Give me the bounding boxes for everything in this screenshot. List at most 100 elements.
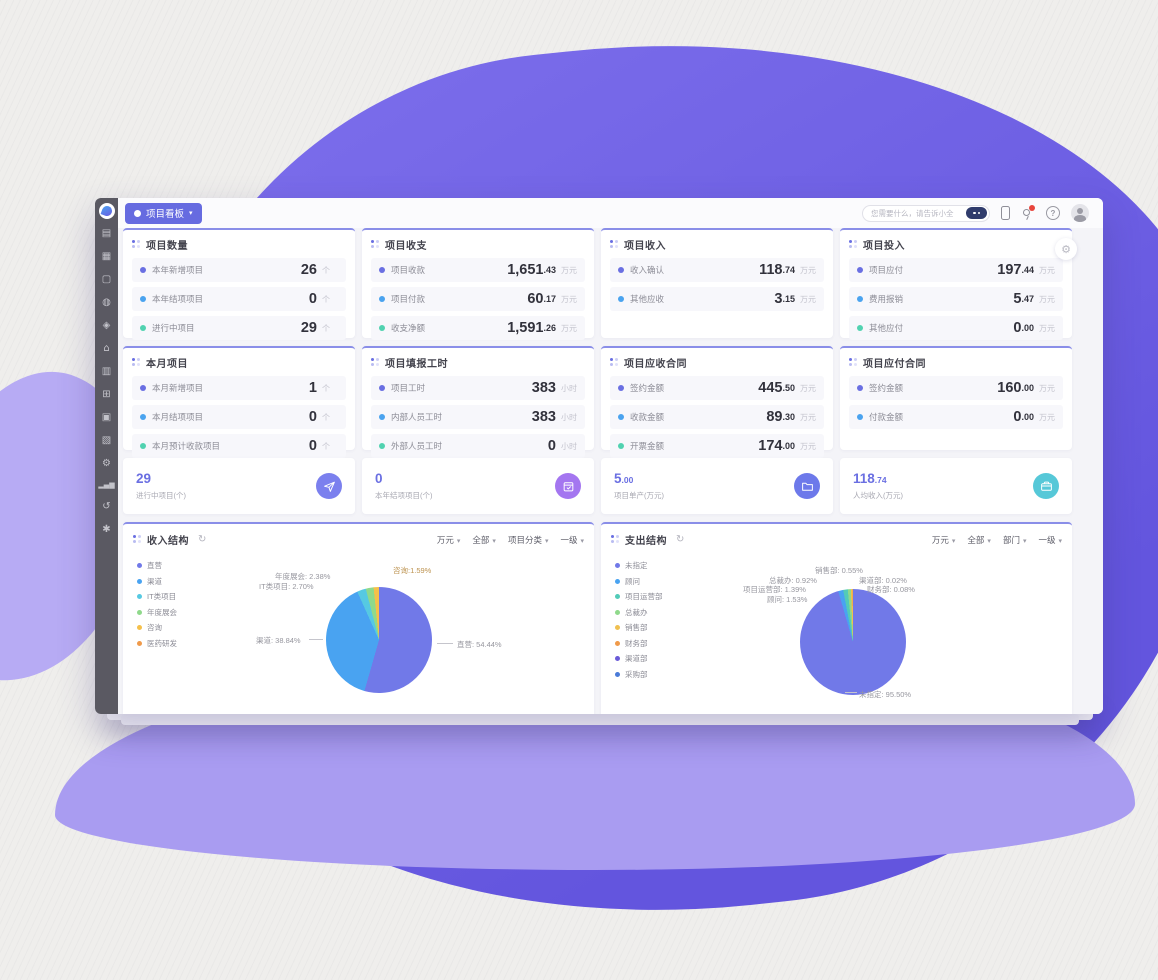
document-icon[interactable]: ▧ [101, 435, 112, 446]
tools-icon[interactable]: ✱ [102, 524, 111, 535]
mobile-app-icon[interactable] [1001, 206, 1010, 220]
stat-row: 签约金额 160.00 万元 [849, 376, 1063, 400]
stat-unit: 万元 [800, 383, 816, 393]
app-logo[interactable] [98, 203, 115, 219]
paper-plane-icon[interactable] [316, 473, 342, 499]
stat-value: 1,591 [507, 320, 544, 336]
legend-item[interactable]: 直营 [137, 560, 177, 571]
legend-item[interactable]: 顾问 [615, 576, 663, 587]
legend-item[interactable]: 渠道 [137, 576, 177, 587]
filter-level-dropdown[interactable]: 一级 [1038, 534, 1062, 546]
legend-item[interactable]: 年度展会 [137, 607, 177, 618]
filter-department-dropdown[interactable]: 部门 [1003, 534, 1027, 546]
briefcase-icon[interactable]: ▥ [101, 366, 112, 377]
pie-label: 销售部: 0.55% [815, 566, 863, 575]
window-icon[interactable]: ▢ [101, 274, 112, 285]
gear-icon[interactable]: ⚙ [102, 458, 111, 469]
home-icon[interactable]: ⌂ [103, 343, 110, 354]
filter-level-dropdown[interactable]: 一级 [560, 534, 584, 546]
chart-title: 支出结构 [625, 536, 667, 547]
filter-scope-dropdown[interactable]: 全部 [967, 534, 991, 546]
stat-row-2: 本月项目 本月新增项目 1 个 本月结项项目 0 个 本月预计收款项目 0 个 项目填报工时… [123, 346, 1072, 458]
chart-filters: 万元 全部 部门 一级 [932, 534, 1062, 546]
stat-row: 开票金额 174.00 万元 [610, 434, 824, 458]
assistant-robot-icon[interactable] [966, 207, 987, 219]
notification-pin-icon[interactable] [1021, 205, 1035, 221]
pie-label: 财务部: 0.08% [867, 585, 915, 594]
spend-pie-chart[interactable] [800, 589, 906, 695]
legend-item[interactable]: IT类项目 [137, 591, 177, 602]
stat-value: 26 [300, 262, 317, 278]
summary-caption: 本年结项项目(个) [375, 491, 433, 500]
report-icon[interactable]: ▦ [101, 251, 112, 262]
calendar-check-icon[interactable] [555, 473, 581, 499]
shield-icon[interactable]: ◈ [102, 320, 111, 331]
stat-decimal: .44 [1021, 265, 1034, 275]
stat-row: 本月预计收款项目 0 个 [132, 434, 346, 458]
stat-label: 项目应付 [869, 265, 904, 275]
legend-item[interactable]: 销售部 [615, 622, 663, 633]
stat-label: 收入确认 [630, 265, 665, 275]
card-dots-icon [610, 240, 619, 249]
summary-caption: 人均收入(万元) [853, 491, 903, 500]
stat-decimal: .00 [1021, 323, 1034, 333]
summary-card-project-yield: 5.00 项目单产(万元) [601, 458, 833, 514]
card-project-cashflow: 项目收支 项目收款 1,651.43 万元 项目付款 60.17 万元 收支净额 1,59… [362, 228, 594, 340]
legend-item[interactable]: 渠道部 [615, 653, 663, 664]
legend-item[interactable]: 总裁办 [615, 607, 663, 618]
stat-label: 本月新增项目 [152, 383, 204, 393]
bullet-dot [140, 296, 146, 302]
filter-unit-dropdown[interactable]: 万元 [932, 534, 956, 546]
bullet-dot [379, 414, 385, 420]
stat-row: 本月结项项目 0 个 [132, 405, 346, 429]
wallet-icon[interactable] [1033, 473, 1059, 499]
chevron-down-icon: ▾ [189, 210, 193, 217]
filter-scope-dropdown[interactable]: 全部 [472, 534, 496, 546]
assistant-search-input[interactable]: 您需要什么，请告诉小全 [862, 204, 990, 222]
grid-icon[interactable]: ⊞ [102, 389, 111, 400]
legend-item[interactable]: 项目运营部 [615, 591, 663, 602]
card-title: 项目应付合同 [863, 359, 926, 370]
chart-filters: 万元 全部 项目分类 一级 [437, 534, 584, 546]
legend-item[interactable]: 医药研发 [137, 638, 177, 649]
stat-unit: 万元 [1039, 265, 1055, 275]
card-title: 本月项目 [146, 359, 188, 370]
filter-unit-dropdown[interactable]: 万元 [437, 534, 461, 546]
stat-label: 签约金额 [869, 383, 904, 393]
help-icon[interactable]: ? [1046, 206, 1060, 220]
stat-decimal: .30 [782, 412, 795, 422]
stat-row: 项目收款 1,651.43 万元 [371, 258, 585, 282]
avatar[interactable] [1071, 204, 1089, 222]
bar-chart-icon[interactable]: ▂▄▆ [98, 481, 115, 489]
stat-unit: 万元 [800, 412, 816, 422]
stat-row: 进行中项目 29 个 [132, 316, 346, 340]
bullet-dot [379, 267, 385, 273]
folder-icon[interactable] [794, 473, 820, 499]
pie-label: IT类项目: 2.70% [259, 582, 314, 591]
stat-unit: 个 [322, 294, 330, 304]
legend-item[interactable]: 财务部 [615, 638, 663, 649]
bullet-dot [379, 385, 385, 391]
board-selector-button[interactable]: 项目看板 ▾ [125, 202, 202, 224]
book-icon[interactable]: ▣ [101, 412, 112, 423]
stat-unit: 个 [322, 441, 330, 451]
stat-row: 内部人员工时 383 小时 [371, 405, 585, 429]
folder-icon[interactable]: ▤ [101, 228, 112, 239]
dashboard-settings-gear-icon[interactable]: ⚙ [1055, 238, 1077, 260]
pie-label: 项目运营部: 1.39% [743, 585, 806, 594]
card-title: 项目应收合同 [624, 359, 687, 370]
board-selector-label: 项目看板 [146, 209, 185, 220]
history-icon[interactable]: ↺ [102, 501, 111, 512]
stat-row: 本年结项项目 0 个 [132, 287, 346, 311]
stat-value: 60 [527, 291, 544, 307]
label-line [309, 639, 323, 640]
refresh-icon[interactable]: ↻ [198, 534, 207, 545]
income-pie-chart[interactable] [326, 587, 432, 693]
legend-item[interactable]: 采购部 [615, 669, 663, 680]
bullet-dot [140, 443, 146, 449]
bell-icon[interactable]: ◍ [102, 297, 111, 308]
refresh-icon[interactable]: ↻ [676, 534, 685, 545]
filter-category-dropdown[interactable]: 项目分类 [508, 534, 549, 546]
legend-item[interactable]: 未指定 [615, 560, 663, 571]
legend-item[interactable]: 咨询 [137, 622, 177, 633]
